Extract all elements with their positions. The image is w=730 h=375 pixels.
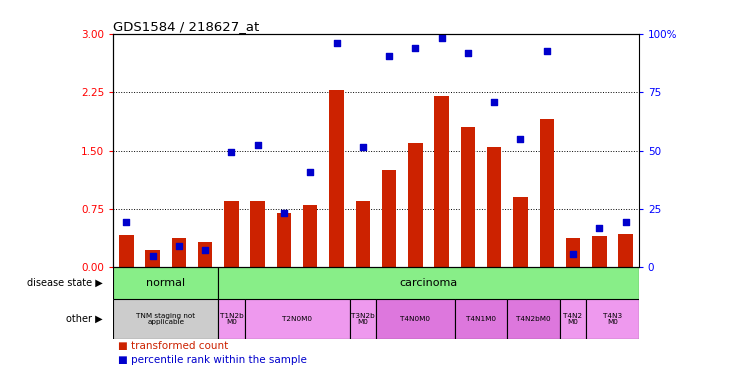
Bar	[218, 299, 245, 339]
Text: carcinoma: carcinoma	[399, 278, 458, 288]
Text: ■ percentile rank within the sample: ■ percentile rank within the sample	[118, 356, 307, 365]
Bar	[455, 299, 507, 339]
Bar	[566, 238, 580, 267]
Bar	[250, 201, 265, 267]
Point	[436, 34, 447, 40]
Text: T4N2
M0: T4N2 M0	[564, 313, 583, 326]
Point	[147, 253, 158, 259]
Point	[515, 136, 526, 142]
Point	[173, 243, 185, 249]
Point	[304, 170, 316, 176]
Bar	[513, 197, 528, 267]
Bar	[119, 235, 134, 267]
Point	[199, 247, 211, 253]
Text: GSM80477: GSM80477	[148, 269, 157, 316]
Text: normal: normal	[146, 278, 185, 288]
Bar	[218, 267, 639, 299]
Text: GSM80463: GSM80463	[227, 269, 236, 316]
Text: GSM80521: GSM80521	[201, 269, 210, 316]
Point	[252, 142, 264, 148]
Point	[357, 144, 369, 150]
Bar	[303, 205, 318, 267]
Bar	[113, 267, 218, 299]
Text: T4N3
M0: T4N3 M0	[603, 313, 622, 326]
Bar	[560, 299, 586, 339]
Text: GSM80465: GSM80465	[306, 269, 315, 316]
Bar	[461, 127, 475, 267]
Bar	[507, 299, 560, 339]
Text: GSM80471: GSM80471	[569, 269, 577, 316]
Bar	[618, 234, 633, 267]
Point	[226, 149, 237, 155]
Bar	[408, 143, 423, 267]
Text: GSM80467: GSM80467	[542, 269, 551, 316]
Text: GSM80466: GSM80466	[332, 269, 341, 316]
Bar	[245, 299, 350, 339]
Text: disease state ▶: disease state ▶	[27, 278, 103, 288]
Text: GSM80472: GSM80472	[358, 269, 367, 316]
Bar	[592, 236, 607, 267]
Text: GSM80470: GSM80470	[437, 269, 446, 316]
Point	[410, 45, 421, 51]
Point	[331, 40, 342, 46]
Bar	[487, 147, 502, 267]
Text: GDS1584 / 218627_at: GDS1584 / 218627_at	[113, 20, 259, 33]
Bar	[586, 299, 639, 339]
Point	[462, 50, 474, 56]
Text: GSM80464: GSM80464	[516, 269, 525, 316]
Text: T4N0M0: T4N0M0	[400, 316, 431, 322]
Bar	[145, 250, 160, 267]
Text: other ▶: other ▶	[66, 314, 103, 324]
Text: GSM80473: GSM80473	[464, 269, 472, 316]
Text: GSM80469: GSM80469	[411, 269, 420, 316]
Bar	[382, 170, 396, 267]
Text: T1N2b
M0: T1N2b M0	[220, 313, 243, 326]
Text: GSM80462: GSM80462	[280, 269, 288, 316]
Text: GSM80474: GSM80474	[621, 269, 630, 316]
Point	[567, 251, 579, 257]
Text: ■ transformed count: ■ transformed count	[118, 341, 228, 351]
Text: GSM80476: GSM80476	[122, 269, 131, 316]
Text: GSM80461: GSM80461	[490, 269, 499, 316]
Text: T4N1M0: T4N1M0	[466, 316, 496, 322]
Bar	[356, 201, 370, 267]
Text: T2N0M0: T2N0M0	[282, 316, 312, 322]
Bar	[172, 238, 186, 267]
Bar	[329, 90, 344, 267]
Bar	[277, 213, 291, 267]
Bar	[376, 299, 455, 339]
Point	[541, 48, 553, 54]
Text: GSM80468: GSM80468	[385, 269, 393, 316]
Point	[120, 219, 132, 225]
Text: GSM80475: GSM80475	[595, 269, 604, 316]
Text: TNM staging not
applicable: TNM staging not applicable	[137, 313, 195, 326]
Bar	[539, 119, 554, 267]
Text: GSM80520: GSM80520	[174, 269, 183, 316]
Point	[278, 210, 290, 216]
Text: T3N2b
M0: T3N2b M0	[351, 313, 374, 326]
Bar	[350, 299, 376, 339]
Point	[488, 99, 500, 105]
Point	[593, 225, 605, 231]
Point	[383, 53, 395, 58]
Bar	[224, 201, 239, 267]
Text: T4N2bM0: T4N2bM0	[516, 316, 551, 322]
Text: GSM80460: GSM80460	[253, 269, 262, 316]
Bar	[113, 299, 218, 339]
Bar	[198, 242, 212, 267]
Point	[620, 219, 631, 225]
Bar	[434, 96, 449, 267]
